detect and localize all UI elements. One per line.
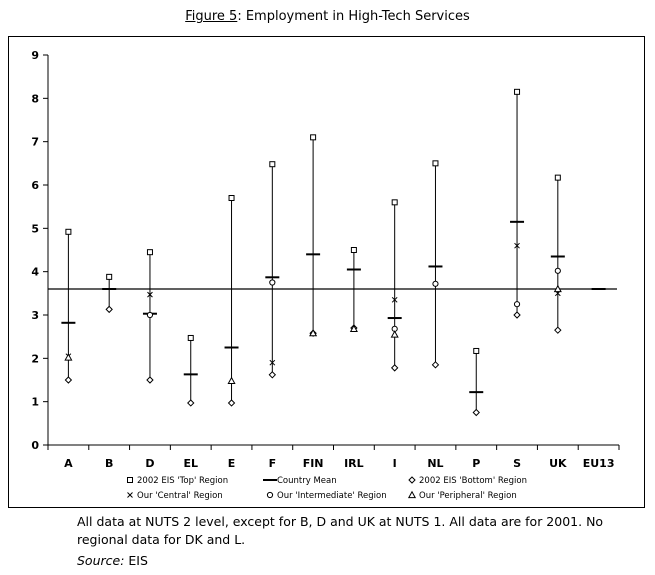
legend-marker-circle bbox=[266, 491, 274, 499]
data-point-diamond bbox=[187, 399, 195, 407]
data-point-circle bbox=[432, 280, 439, 287]
data-point-square bbox=[432, 160, 439, 167]
legend-marker-diamond bbox=[408, 476, 416, 484]
chart-frame bbox=[8, 36, 645, 508]
y-tick-label: 8 bbox=[31, 92, 39, 105]
data-point-square bbox=[473, 347, 480, 354]
data-point-square bbox=[187, 334, 194, 341]
data-point-circle bbox=[513, 301, 521, 308]
y-tick-label: 0 bbox=[31, 439, 39, 452]
x-tick-label: IRL bbox=[344, 457, 364, 470]
x-tick-label: B bbox=[105, 457, 113, 470]
source-value: EIS bbox=[128, 553, 148, 568]
data-point-cross bbox=[514, 242, 520, 249]
data-point-square bbox=[146, 249, 153, 256]
x-tick-label: UK bbox=[549, 457, 567, 470]
legend-label: Our 'Peripheral' Region bbox=[419, 491, 517, 501]
data-point-diamond bbox=[513, 311, 521, 319]
data-point-triangle bbox=[553, 284, 562, 293]
data-point-square bbox=[269, 161, 276, 168]
y-tick-label: 2 bbox=[31, 352, 39, 365]
x-tick-label: E bbox=[228, 457, 236, 470]
legend-label: Our 'Central' Region bbox=[137, 491, 223, 501]
data-point-triangle bbox=[390, 330, 399, 338]
data-point-diamond bbox=[268, 371, 277, 379]
data-point-circle bbox=[554, 267, 561, 274]
x-tick-label: A bbox=[64, 457, 73, 470]
data-point-triangle bbox=[309, 328, 318, 337]
y-tick-label: 6 bbox=[31, 179, 39, 192]
figure-label: Figure 5 bbox=[185, 9, 238, 24]
data-point-square bbox=[350, 247, 357, 253]
y-tick-label: 1 bbox=[31, 396, 39, 409]
chart-title: Figure 5: Employment in High-Tech Servic… bbox=[0, 9, 655, 24]
source-line: Source: EIS bbox=[77, 553, 148, 568]
y-tick-label: 5 bbox=[31, 222, 39, 235]
legend-label: 2002 EIS 'Top' Region bbox=[137, 476, 228, 486]
x-tick-label: FIN bbox=[303, 457, 324, 470]
data-point-diamond bbox=[64, 376, 73, 384]
data-point-circle bbox=[269, 279, 276, 286]
data-point-triangle bbox=[349, 324, 358, 332]
y-tick-label: 3 bbox=[31, 309, 39, 322]
x-tick-label: F bbox=[269, 457, 277, 470]
legend-label: Country Mean bbox=[277, 476, 337, 486]
data-point-square bbox=[514, 88, 521, 95]
data-point-triangle bbox=[227, 376, 236, 384]
data-point-square bbox=[65, 228, 72, 235]
data-point-diamond bbox=[227, 399, 236, 407]
figure-colon: : bbox=[237, 9, 246, 24]
data-point-diamond bbox=[431, 361, 440, 369]
data-point-square bbox=[106, 273, 113, 280]
data-point-square bbox=[310, 134, 317, 141]
legend-label: 2002 EIS 'Bottom' Region bbox=[419, 476, 527, 486]
data-point-square bbox=[554, 174, 561, 181]
data-point-cross bbox=[391, 296, 398, 303]
x-tick-label: S bbox=[513, 457, 521, 470]
data-point-square bbox=[228, 195, 235, 201]
figure-title: Employment in High-Tech Services bbox=[245, 9, 470, 24]
source-label: Source: bbox=[77, 553, 125, 568]
data-point-diamond bbox=[146, 376, 154, 384]
legend-marker-triangle bbox=[407, 490, 417, 499]
y-tick-label: 9 bbox=[31, 49, 39, 62]
data-point-diamond bbox=[390, 364, 399, 372]
x-tick-label: D bbox=[145, 457, 154, 470]
data-point-circle bbox=[146, 311, 154, 319]
x-tick-label: NL bbox=[427, 457, 443, 470]
data-point-triangle bbox=[64, 353, 73, 361]
data-point-square bbox=[391, 199, 398, 206]
data-point-cross bbox=[269, 359, 276, 366]
y-tick-label: 7 bbox=[31, 136, 39, 149]
y-tick-label: 4 bbox=[31, 266, 39, 279]
data-point-diamond bbox=[554, 326, 562, 334]
legend-marker-cross bbox=[127, 492, 133, 498]
x-tick-label: EU13 bbox=[583, 457, 615, 470]
data-point-diamond bbox=[105, 305, 113, 314]
data-point-cross bbox=[147, 291, 153, 298]
x-tick-label: P bbox=[472, 457, 480, 470]
footnote-text: All data at NUTS 2 level, except for B, … bbox=[77, 514, 604, 547]
data-point-diamond bbox=[472, 408, 480, 417]
legend-label: Our 'Intermediate' Region bbox=[277, 491, 387, 501]
x-tick-label: EL bbox=[183, 457, 198, 470]
x-tick-label: I bbox=[393, 457, 397, 470]
legend-marker-square bbox=[127, 477, 133, 483]
